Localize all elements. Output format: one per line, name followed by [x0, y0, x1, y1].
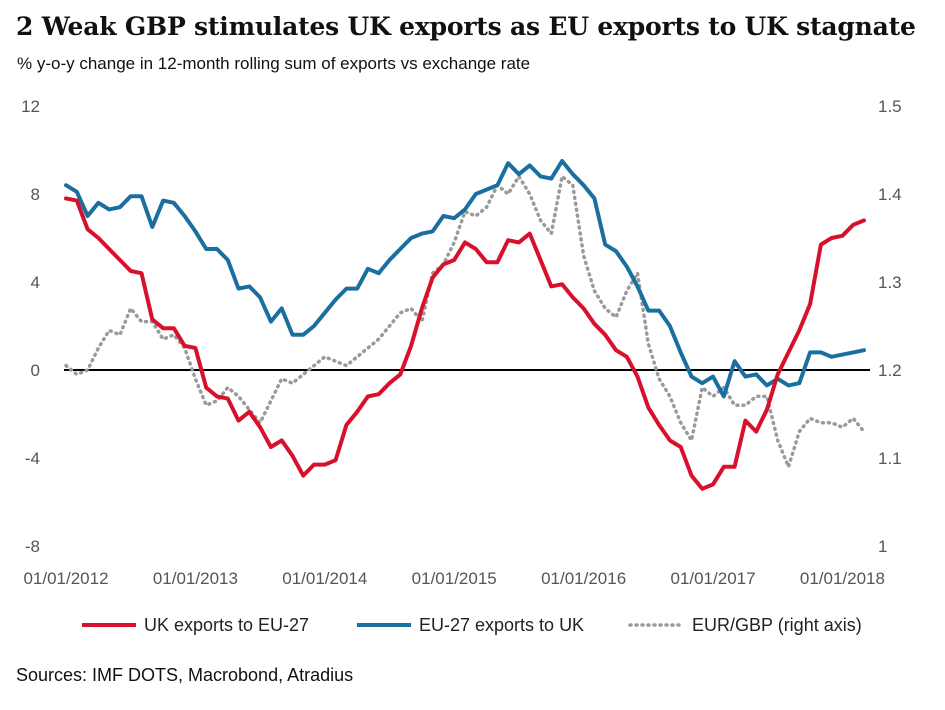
chart-subtitle: % y-o-y change in 12-month rolling sum o…: [17, 54, 531, 73]
x-tick-label: 01/01/2016: [541, 569, 626, 588]
y-right-tick-label: 1.4: [878, 185, 902, 204]
y-right-tick-label: 1.1: [878, 449, 902, 468]
chart-title: 2 Weak GBP stimulates UK exports as EU e…: [16, 12, 916, 41]
x-tick-label: 01/01/2017: [670, 569, 755, 588]
y-right-tick-label: 1.3: [878, 273, 902, 292]
x-tick-label: 01/01/2015: [412, 569, 497, 588]
x-tick-label: 01/01/2013: [153, 569, 238, 588]
y-left-tick-label: 8: [31, 185, 40, 204]
legend-label: EU-27 exports to UK: [419, 615, 584, 635]
y-right-tick-label: 1.5: [878, 97, 902, 116]
x-tick-label: 01/01/2014: [282, 569, 367, 588]
x-tick-label: 01/01/2018: [800, 569, 885, 588]
series-line-uk-exports-to-eu-27: [64, 196, 866, 491]
y-right-tick-label: 1: [878, 537, 887, 556]
y-right-tick-label: 1.2: [878, 361, 902, 380]
y-left-tick-label: 4: [31, 273, 40, 292]
chart-source: Sources: IMF DOTS, Macrobond, Atradius: [16, 665, 354, 685]
x-tick-label: 01/01/2012: [23, 569, 108, 588]
y-left-tick-label: 0: [31, 361, 40, 380]
legend-label: UK exports to EU-27: [144, 615, 309, 635]
y-left-tick-label: -8: [25, 537, 40, 556]
y-left-tick-label: -4: [25, 449, 40, 468]
series-line-eu-27-exports-to-uk: [64, 159, 866, 399]
legend-label: EUR/GBP (right axis): [692, 615, 862, 635]
y-left-tick-label: 12: [21, 97, 40, 116]
